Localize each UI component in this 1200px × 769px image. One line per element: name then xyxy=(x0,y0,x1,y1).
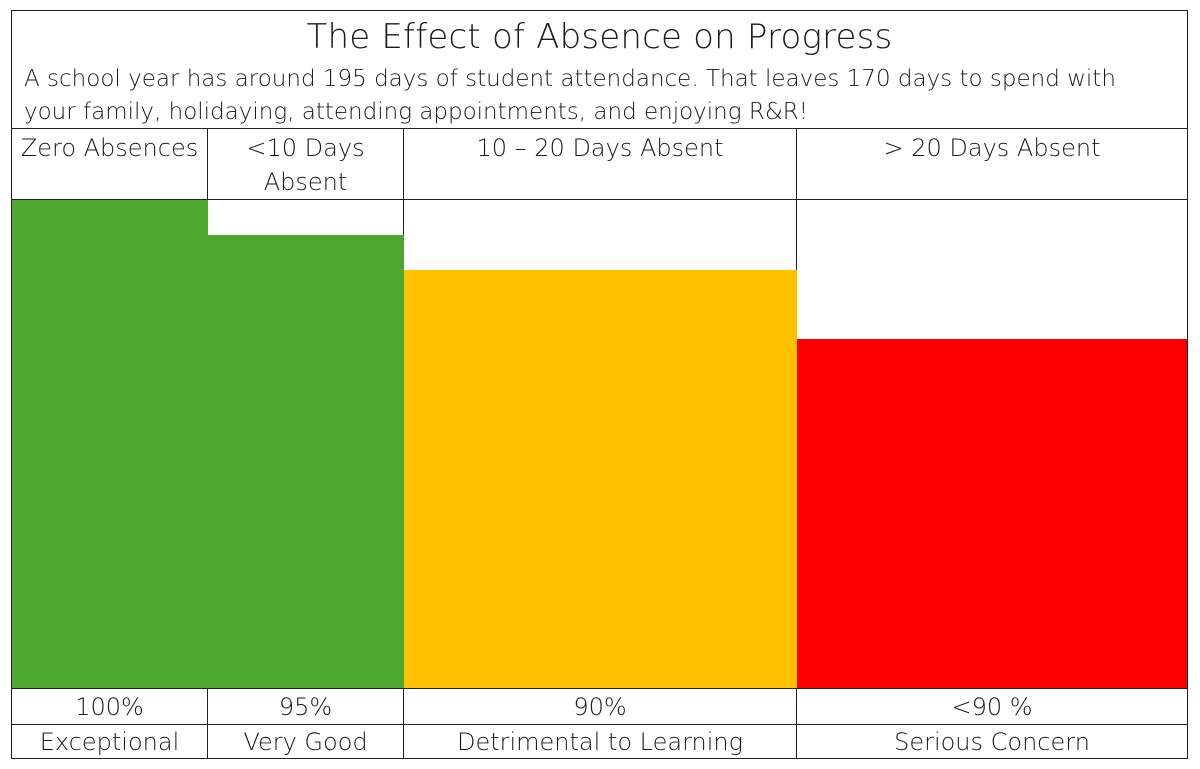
chart-subtitle: A school year has around 195 days of stu… xyxy=(24,66,1116,125)
bar-10-20-days xyxy=(404,269,797,688)
rating-serious-concern: Serious Concern xyxy=(894,728,1090,756)
bar-zero-absences xyxy=(12,200,208,688)
rating-very-good: Very Good xyxy=(243,728,368,756)
col-sep-1-top xyxy=(207,128,208,200)
rating-exceptional: Exceptional xyxy=(39,728,180,756)
category-label-over-20: > 20 Days Absent xyxy=(883,134,1101,162)
divider-bars xyxy=(12,688,1187,689)
chart-frame: The Effect of Absence on Progress A scho… xyxy=(11,10,1188,759)
col-sep-1-bottom xyxy=(207,688,208,759)
value-label-over-20: <90 % xyxy=(951,692,1033,721)
value-label-zero: 100% xyxy=(75,692,144,721)
divider-header xyxy=(12,128,1187,129)
bar-under-10-days xyxy=(208,234,404,688)
category-label-zero: Zero Absences xyxy=(20,134,199,162)
divider-categories xyxy=(12,199,1187,200)
value-label-10-20: 90% xyxy=(573,692,627,721)
category-label-under-10: <10 Days Absent xyxy=(246,134,365,196)
bar-over-20-days xyxy=(797,339,1187,688)
chart-title: The Effect of Absence on Progress xyxy=(306,17,893,57)
value-label-under-10: 95% xyxy=(278,692,333,721)
divider-values xyxy=(12,724,1187,725)
category-label-10-20: 10 – 20 Days Absent xyxy=(476,134,724,162)
rating-detrimental: Detrimental to Learning xyxy=(456,728,744,756)
